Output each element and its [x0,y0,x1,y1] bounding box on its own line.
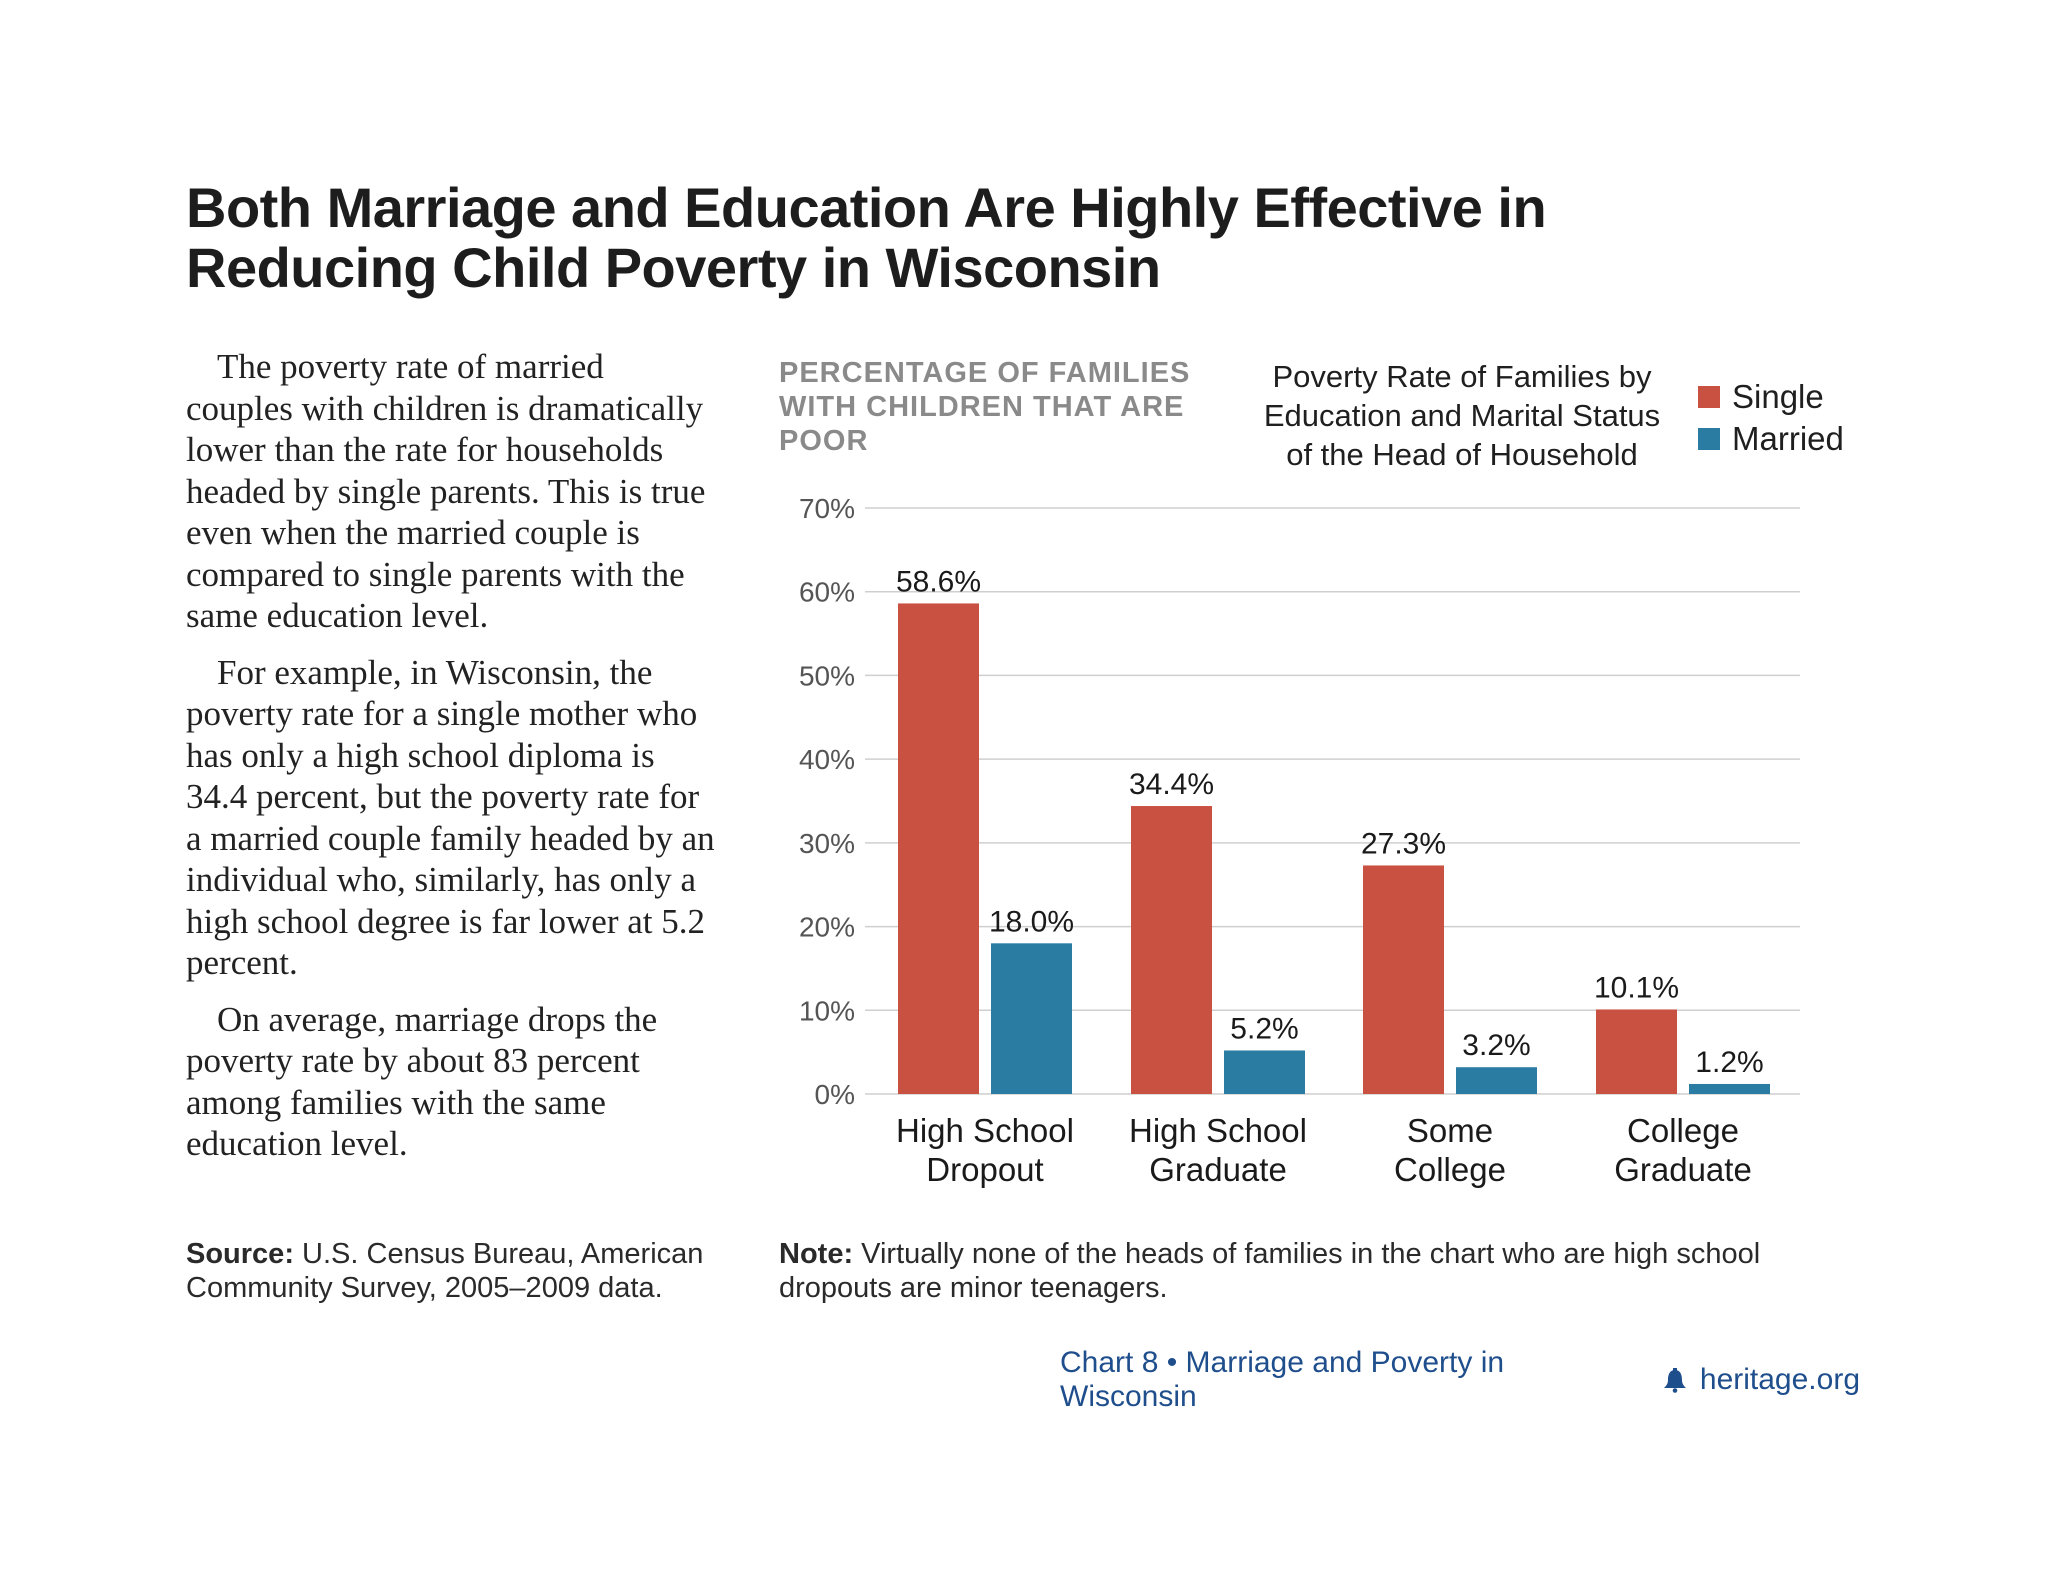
note-text: Virtually none of the heads of families … [779,1238,1761,1304]
x-category-label: Some [1407,1112,1493,1149]
chart-reference: Chart 8 • Marriage and Poverty in Wiscon… [1060,1346,1505,1413]
source-label: Source: [186,1238,294,1270]
legend-item-single: Single [1698,376,1844,418]
data-label: 1.2% [1695,1046,1763,1079]
legend-item-married: Married [1698,418,1844,460]
legend-swatch-single [1698,386,1720,408]
chart-headline: Both Marriage and Education Are Highly E… [186,176,1547,299]
note-label: Note: [779,1238,854,1270]
source-text: U.S. Census Bureau, American Community S… [186,1238,704,1304]
x-category-label: Graduate [1614,1151,1752,1188]
y-tick-label: 10% [799,995,855,1026]
data-label: 58.6% [896,565,981,598]
legend-label-married: Married [1732,420,1844,457]
x-category-label: High School [1129,1112,1307,1149]
bar-single [898,603,979,1094]
source-note: Source: U.S. Census Bureau, American Com… [186,1237,706,1305]
data-label: 18.0% [989,905,1074,938]
body-text: The poverty rate of married couples with… [186,346,716,1180]
y-tick-label: 60% [799,577,855,608]
legend-swatch-married [1698,428,1720,450]
bar-single [1131,806,1212,1094]
data-label: 5.2% [1230,1012,1298,1045]
chart-note: Note: Virtually none of the heads of fam… [779,1237,1819,1305]
data-label: 34.4% [1129,768,1214,801]
bar-single [1596,1009,1677,1094]
x-category-label: College [1627,1112,1739,1149]
liberty-bell-icon [1662,1367,1688,1393]
y-tick-label: 30% [799,828,855,859]
data-label: 27.3% [1361,827,1446,860]
y-tick-label: 20% [799,912,855,943]
site-link[interactable]: heritage.org [1699,1363,1860,1396]
y-tick-label: 50% [799,660,855,691]
legend-label-single: Single [1732,378,1824,415]
body-paragraph: The poverty rate of married couples with… [186,347,706,635]
y-tick-label: 0% [815,1079,855,1110]
x-category-label: Dropout [926,1151,1043,1188]
bar-married [1689,1083,1770,1094]
y-tick-label: 40% [799,744,855,775]
chart-title: Poverty Rate of Families by Education an… [1263,359,1661,472]
x-category-label: High School [896,1112,1074,1149]
y-tick-label: 70% [799,493,855,524]
data-label: 10.1% [1594,971,1679,1004]
body-paragraph: On average, marriage drops the poverty r… [186,999,658,1164]
bar-married [991,943,1072,1094]
chart-legend: Single Married [1698,376,1844,460]
bar-single [1363,865,1444,1094]
chart-footer: Chart 8 • Marriage and Poverty in Wiscon… [1060,1346,1860,1413]
y-axis-heading: PERCENTAGE OF FAMILIES WITH CHILDREN THA… [779,357,1191,457]
body-paragraph: For example, in Wisconsin, the poverty r… [186,652,715,983]
bar-married [1456,1067,1537,1094]
bar-married [1224,1050,1305,1094]
data-label: 3.2% [1462,1029,1530,1062]
x-category-label: Graduate [1149,1151,1287,1188]
x-category-label: College [1394,1151,1506,1188]
